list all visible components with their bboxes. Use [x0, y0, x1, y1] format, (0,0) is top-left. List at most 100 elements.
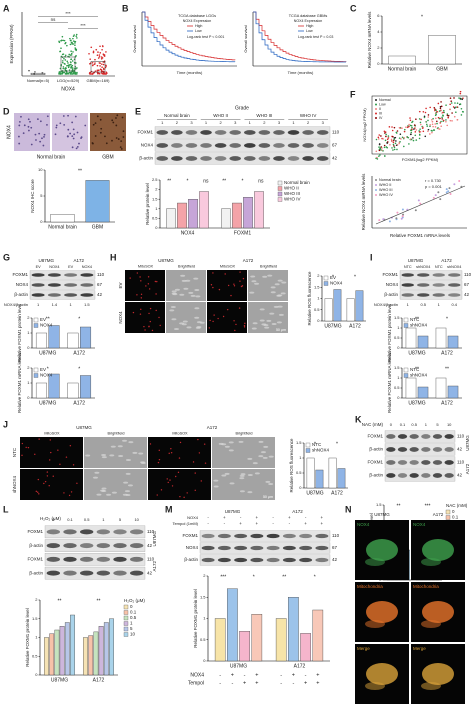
- decor-dot: [59, 463, 61, 465]
- cell-shape: [221, 443, 227, 446]
- blot-band: [234, 557, 248, 563]
- decor-dot: [455, 111, 457, 113]
- cell-label: A172: [152, 561, 157, 572]
- blot-weight: 110: [457, 434, 465, 439]
- x-axis-label: Time (months): [177, 70, 203, 75]
- ratio-label: NOX4/β-actin: [4, 302, 28, 307]
- bar: [85, 180, 110, 223]
- x-tick-label: A172: [73, 400, 85, 406]
- decor-dot: [419, 121, 422, 124]
- decor-dot: [375, 179, 377, 181]
- decor-dot: [70, 54, 73, 56]
- x-tick-label: GBM: [436, 66, 447, 72]
- decor-dot: [222, 315, 225, 318]
- panel-letter: L: [3, 504, 9, 514]
- decor-dot: [393, 126, 396, 129]
- stat: Log-rank test P < 0.001: [187, 35, 224, 39]
- cell-shape: [180, 274, 186, 277]
- legend-swatch: [123, 610, 129, 615]
- x-tick-label: A172: [441, 350, 453, 356]
- y-tick-label: 1.5: [296, 440, 302, 445]
- blot-band: [80, 529, 94, 535]
- blot-band: [401, 273, 414, 277]
- box: [90, 61, 106, 73]
- decor-dot: [408, 143, 410, 145]
- blot-weight: 67: [97, 282, 103, 287]
- cell-shape: [195, 295, 201, 298]
- significance: *: [336, 441, 338, 447]
- decor-dot: [30, 126, 33, 129]
- cell-shape: [276, 321, 282, 324]
- decor-dot: [239, 280, 241, 282]
- bar: [166, 208, 176, 229]
- decor-dot: [399, 140, 401, 143]
- decor-dot: [382, 138, 384, 140]
- blot-band: [130, 543, 144, 549]
- significance: ns: [203, 178, 209, 184]
- decor-dot: [102, 67, 105, 70]
- decor-dot: [99, 118, 102, 121]
- lane-label: 2: [263, 120, 266, 125]
- decor-dot: [93, 63, 96, 66]
- decor-dot: [388, 220, 391, 223]
- decor-dot: [405, 126, 407, 129]
- decor-dot: [132, 311, 135, 314]
- decor-dot: [73, 34, 76, 36]
- blot-band: [273, 130, 285, 135]
- blot-row-label: β-actin: [369, 447, 383, 452]
- decor-dot: [239, 271, 241, 273]
- decor-dot: [234, 329, 236, 332]
- cell-shape: [366, 539, 398, 561]
- y-tick-label: 1: [27, 330, 30, 335]
- decor-dot: [411, 128, 413, 130]
- y-tick-label: 2: [155, 187, 158, 192]
- image: [207, 270, 247, 301]
- decor-dot: [100, 127, 103, 130]
- decor-dot: [454, 102, 456, 104]
- condition-label: NOX4: [187, 515, 199, 520]
- y-axis-label: Relative FOXM1 mRNA levels: [387, 352, 392, 413]
- cell-shape: [128, 441, 134, 444]
- cell-shape: [268, 482, 274, 485]
- blot-weight: 110: [332, 130, 340, 135]
- blot-weight: 67: [332, 143, 338, 148]
- dose-label: 1: [425, 422, 428, 427]
- decor-dot: [122, 130, 125, 133]
- decor-dot: [431, 131, 433, 134]
- blot-band: [64, 293, 78, 297]
- significance: ns: [258, 178, 264, 184]
- decor-dot: [179, 495, 181, 498]
- blot-band: [266, 533, 280, 539]
- legend-label: EV: [330, 275, 336, 280]
- blot-band: [287, 130, 300, 135]
- blot-band: [46, 529, 60, 535]
- lane-label: shNOX4: [447, 265, 461, 269]
- decor-dot: [224, 273, 226, 275]
- channel-label: Mitochondria: [413, 584, 439, 589]
- cell-shape: [273, 305, 279, 308]
- significance: *: [332, 274, 334, 280]
- decor-dot: [383, 155, 386, 157]
- cell-shape: [196, 326, 202, 329]
- blot-strip: [384, 469, 456, 482]
- decor-dot: [117, 138, 120, 140]
- decor-dot: [27, 446, 30, 449]
- significance: **: [58, 598, 62, 604]
- bar: [300, 633, 311, 662]
- blot-band: [229, 143, 242, 148]
- decor-dot: [418, 137, 421, 140]
- decor-dot: [411, 126, 413, 129]
- blot-strip: [29, 280, 96, 290]
- decor-dot: [439, 122, 442, 124]
- y-axis-label: Overall survival: [243, 25, 248, 52]
- decor-dot: [103, 72, 106, 75]
- cell-label: A172: [292, 509, 303, 514]
- decor-dot: [391, 129, 394, 132]
- decor-dot: [435, 109, 437, 112]
- decor-dot: [212, 320, 214, 323]
- decor-dot: [170, 452, 173, 454]
- decor-dot: [404, 128, 406, 131]
- decor-dot: [403, 136, 405, 139]
- decor-dot: [60, 47, 62, 50]
- decor-dot: [38, 493, 40, 495]
